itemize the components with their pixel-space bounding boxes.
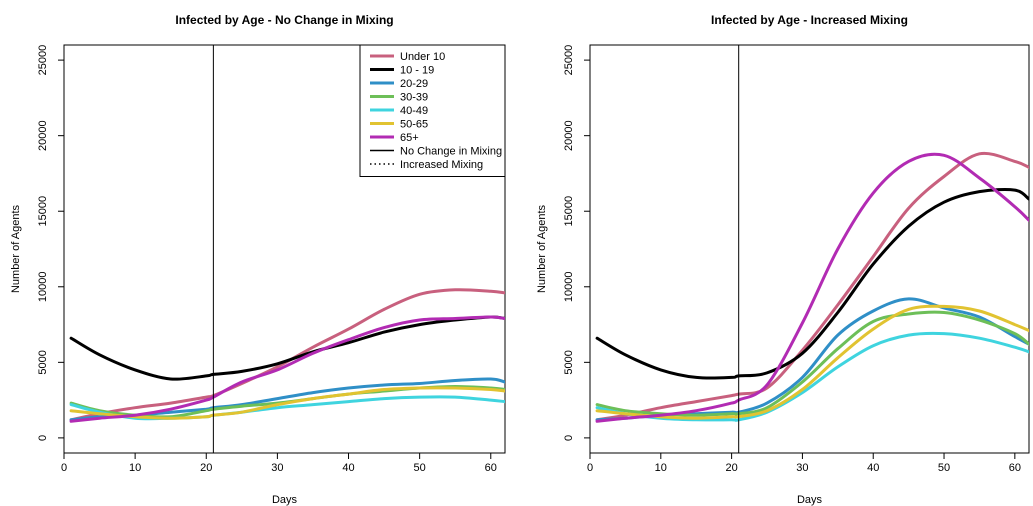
y-tick-label: 0 [37, 435, 49, 441]
y-tick-label: 10000 [37, 271, 49, 302]
x-tick-label: 40 [342, 462, 354, 474]
x-tick-label: 60 [485, 462, 497, 474]
y-axis-label: Number of Agents [536, 204, 548, 293]
series-line-50-65 [595, 304, 1029, 420]
x-tick-label: 60 [1009, 462, 1021, 474]
chart-title: Infected by Age - Increased Mixing [711, 13, 908, 27]
x-tick-label: 0 [61, 462, 67, 474]
x-tick-label: 50 [414, 462, 426, 474]
x-tick-label: 30 [271, 462, 283, 474]
series-line-65 [69, 315, 505, 423]
x-tick-label: 0 [587, 462, 593, 474]
x-axis-label: Days [272, 494, 298, 506]
series-line-10-19 [69, 315, 505, 381]
y-tick-label: 10000 [563, 271, 575, 302]
x-tick-label: 20 [725, 462, 737, 474]
legend-label-under-10: Under 10 [400, 51, 445, 63]
legend-label-40-49: 40-49 [400, 105, 428, 117]
series-group [595, 151, 1029, 423]
x-tick-label: 50 [938, 462, 950, 474]
legend-label-50-65: 50-65 [400, 119, 428, 131]
chart-panel-2: Infected by Age - Increased Mixing 0 10 20 3… [536, 13, 1030, 506]
y-tick-label: 15000 [563, 196, 575, 227]
y-tick-label: 20000 [563, 120, 575, 151]
legend-label-20-29: 20-29 [400, 78, 428, 90]
y-tick-label: 15000 [37, 196, 49, 227]
y-tick-label: 5000 [37, 350, 49, 374]
series-line-50-65 [69, 386, 505, 420]
plot-frame [589, 44, 1030, 454]
y-tick-label: 25000 [563, 45, 575, 76]
series-group [69, 288, 505, 423]
y-tick-label: 20000 [37, 120, 49, 151]
legend-label-increased-mixing: Increased Mixing [400, 159, 483, 171]
x-tick-label: 10 [129, 462, 141, 474]
series-line-65 [595, 152, 1029, 423]
y-tick-label: 0 [563, 435, 575, 441]
y-tick-label: 5000 [563, 350, 575, 374]
x-tick-label: 10 [655, 462, 667, 474]
legend-label-10-19: 10 - 19 [400, 65, 434, 77]
chart-title: Infected by Age - No Change in Mixing [175, 13, 393, 27]
y-axis-label: Number of Agents [10, 204, 22, 293]
series-line-40-49 [595, 331, 1029, 422]
x-tick-label: 30 [796, 462, 808, 474]
plot-frame [63, 44, 506, 454]
series-line-under-10 [595, 151, 1029, 422]
series-line-under-10 [69, 288, 505, 422]
legend-label-30-39: 30-39 [400, 92, 428, 104]
legend-label-no-change-in-mixing: No Change in Mixing [400, 146, 502, 158]
y-tick-label: 25000 [37, 45, 49, 76]
chart-panel-1: Infected by Age - No Change in Mixing 0 10… [10, 13, 506, 506]
legend-label-65: 65+ [400, 132, 419, 144]
x-axis-label: Days [797, 494, 823, 506]
x-tick-label: 40 [867, 462, 879, 474]
x-tick-label: 20 [200, 462, 212, 474]
series-line-10-19 [595, 187, 1029, 380]
